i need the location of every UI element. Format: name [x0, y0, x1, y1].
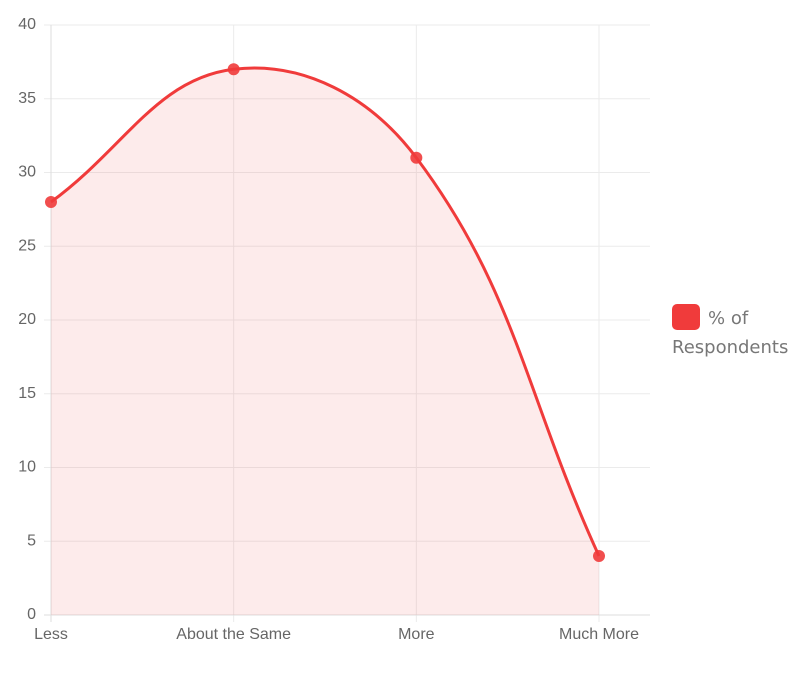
- y-tick-label: 0: [27, 606, 36, 623]
- area: [51, 68, 599, 616]
- y-tick-label: 15: [18, 385, 36, 402]
- x-tick-label: More: [398, 626, 435, 643]
- y-tick-label: 25: [18, 237, 36, 254]
- point: [227, 63, 240, 76]
- y-tick-label: 35: [18, 90, 36, 107]
- x-tick-label: About the Same: [176, 626, 291, 643]
- y-tick-label: 30: [18, 164, 36, 181]
- x-tick-label: Much More: [559, 626, 639, 643]
- legend-label: % of Respondents: [672, 308, 789, 358]
- point: [593, 550, 605, 562]
- point: [45, 196, 57, 208]
- y-tick-label: 20: [18, 311, 36, 328]
- y-tick-label: 40: [18, 16, 36, 33]
- point: [410, 151, 423, 164]
- y-tick-label: 5: [27, 532, 36, 549]
- line: [50, 66, 601, 557]
- legend: % of Respondents: [672, 304, 808, 362]
- y-tick-label: 10: [18, 459, 36, 476]
- x-tick-label: Less: [34, 626, 68, 643]
- legend-swatch: [672, 304, 700, 330]
